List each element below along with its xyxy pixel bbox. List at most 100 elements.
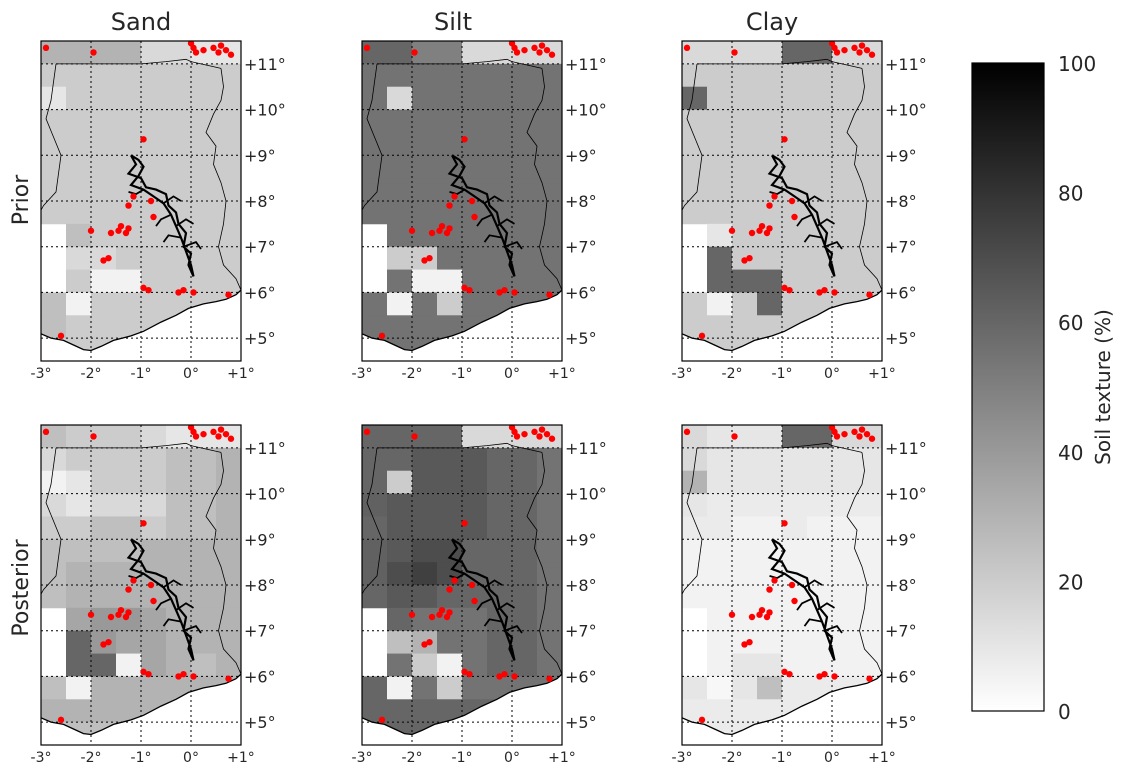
heatmap-cell: [782, 630, 808, 654]
station-marker: [180, 286, 187, 294]
station-marker: [868, 51, 876, 58]
heatmap-cell: [387, 607, 413, 632]
y-tick-label: +7°: [885, 238, 917, 257]
heatmap-cell: [141, 246, 167, 270]
heatmap-cell: [462, 223, 488, 248]
station-marker: [816, 289, 823, 296]
heatmap-cell: [191, 246, 217, 270]
station-marker: [513, 433, 521, 440]
y-tick-label: +10°: [244, 485, 286, 504]
heatmap-cell: [412, 516, 438, 540]
station-marker: [150, 213, 157, 221]
heatmap-cell: [141, 132, 167, 156]
heatmap-cell: [462, 155, 488, 179]
y-tick-label: +7°: [885, 622, 917, 641]
heatmap-cell: [682, 585, 708, 609]
lake-arm: [824, 625, 843, 634]
heatmap-cell: [707, 292, 733, 316]
heatmap-cell: [191, 470, 217, 494]
heatmap-cell: [362, 699, 388, 723]
station-marker: [451, 577, 458, 584]
heatmap-cell: [512, 607, 538, 632]
heatmap-cell: [462, 493, 488, 517]
heatmap-cell: [437, 447, 463, 472]
heatmap-cell: [191, 269, 217, 293]
heatmap-cell: [387, 201, 413, 225]
panel-frame: [361, 424, 563, 746]
lake-arm: [183, 241, 202, 250]
heatmap-cell: [807, 109, 833, 133]
heatmap-cell: [782, 269, 808, 293]
heatmap-cell: [191, 585, 217, 609]
heatmap-cell: [191, 493, 217, 517]
heatmap-cell: [512, 585, 538, 609]
heatmap-cell: [512, 109, 538, 133]
heatmap-cell: [66, 86, 92, 110]
station-marker: [728, 611, 736, 618]
x-tick-label: -3°: [31, 750, 52, 766]
heatmap-cell: [807, 41, 833, 65]
station-marker: [536, 433, 543, 440]
heatmap-cell: [537, 63, 562, 88]
station-marker: [438, 222, 446, 230]
heatmap-cell: [757, 41, 783, 65]
heatmap-cell: [437, 292, 463, 316]
station-marker: [227, 51, 235, 58]
heatmap-cell: [462, 41, 488, 65]
station-marker: [731, 49, 738, 56]
heatmap-cell: [707, 630, 733, 654]
heatmap-cell: [216, 269, 241, 293]
heatmap-cell: [66, 201, 92, 225]
heatmap-cell: [857, 493, 882, 517]
station-marker: [446, 586, 453, 593]
heatmap-cell: [462, 425, 488, 449]
colorbar-tick-label: 80: [1058, 182, 1083, 206]
heatmap-cell: [537, 246, 562, 270]
heatmap-cell: [757, 493, 783, 517]
heatmap-cell: [732, 699, 758, 723]
heatmap-cell: [41, 539, 67, 563]
station-marker: [781, 520, 788, 527]
heatmap-cell: [487, 86, 513, 110]
x-tick-label: -1°: [131, 750, 152, 766]
y-tick-label: +9°: [565, 146, 597, 165]
heatmap-cell: [487, 562, 513, 586]
heatmap-cell: [857, 269, 882, 293]
heatmap-cell: [216, 201, 241, 225]
station-marker: [107, 229, 115, 237]
heatmap-cell: [437, 201, 463, 225]
heatmap-cell: [782, 246, 808, 270]
heatmap-cell: [41, 585, 67, 609]
station-marker: [150, 597, 157, 605]
x-tick-label: -2°: [81, 750, 102, 766]
lake-arm: [483, 234, 503, 243]
station-marker: [87, 611, 95, 618]
station-marker: [100, 641, 107, 648]
heatmap-cell: [141, 292, 167, 316]
heatmap-cell: [757, 315, 783, 339]
heatmap-cell: [707, 607, 733, 632]
heatmap-cell: [91, 223, 117, 248]
west-border: [362, 63, 383, 211]
heatmap-cell: [141, 630, 167, 654]
x-tick-label: -2°: [402, 366, 423, 382]
heatmap-cell: [857, 109, 882, 133]
heatmap-cell: [487, 41, 513, 65]
heatmap-cell: [537, 109, 562, 133]
heatmap-cell: [857, 155, 882, 179]
heatmap-cell: [462, 676, 488, 700]
y-tick-label: +8°: [885, 576, 917, 595]
heatmap-cell: [537, 585, 562, 609]
heatmap-cell: [707, 132, 733, 156]
station-marker: [468, 197, 476, 205]
lake-arm: [504, 241, 523, 250]
heatmap-cell: [512, 562, 538, 586]
heatmap-cell: [462, 470, 488, 494]
heatmap-cell: [707, 246, 733, 270]
heatmap-cell: [91, 201, 117, 225]
heatmap-cell: [707, 447, 733, 472]
station-marker: [466, 286, 473, 294]
heatmap-cell: [782, 41, 808, 65]
station-marker: [831, 289, 838, 296]
heatmap-cell: [41, 315, 67, 339]
